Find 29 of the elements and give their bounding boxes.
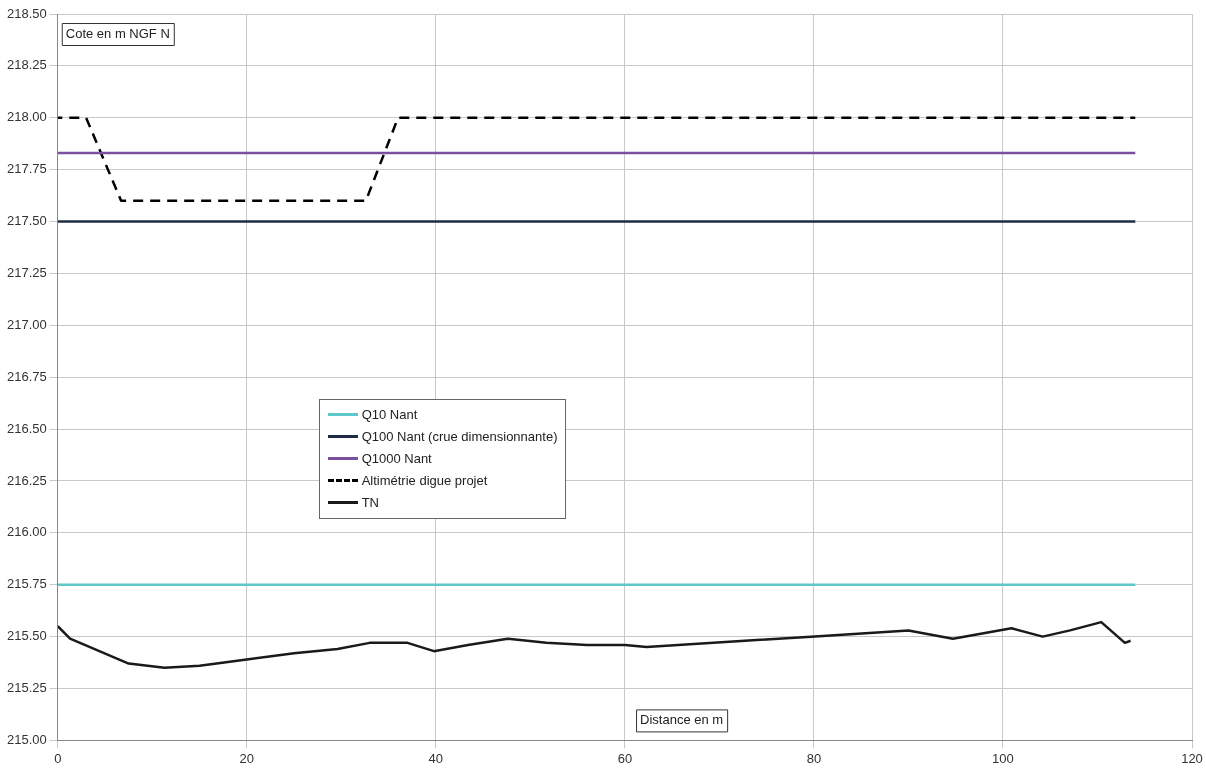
- y-tick-label: 216.25: [7, 472, 47, 488]
- legend-label: Q10 Nant: [361, 407, 418, 423]
- y-tick-label: 216.50: [7, 420, 47, 436]
- y-tick-label: 215.25: [7, 680, 47, 696]
- y-tick-label: 218.50: [7, 5, 47, 21]
- x-axis-title: Distance en m: [640, 711, 724, 727]
- legend-label: TN: [361, 495, 379, 511]
- legend-label: Altimétrie digue projet: [361, 473, 488, 489]
- y-axis-title: Cote en m NGF N: [65, 25, 170, 41]
- y-tick-label: 215.75: [7, 576, 47, 592]
- y-tick-label: 218.25: [7, 57, 47, 73]
- y-tick-label: 217.75: [7, 161, 47, 177]
- x-tick-label: 40: [428, 750, 444, 766]
- y-tick-label: 217.00: [7, 316, 47, 332]
- x-tick-label: 100: [992, 750, 1014, 766]
- legend-label: Q100 Nant (crue dimensionnante): [361, 429, 558, 445]
- y-tick-label: 215.50: [7, 628, 47, 644]
- y-tick-label: 218.00: [7, 109, 47, 125]
- x-tick-label: 20: [239, 750, 255, 766]
- y-tick-label: 216.00: [7, 524, 47, 540]
- y-tick-label: 217.50: [7, 213, 47, 229]
- y-tick-label: 216.75: [7, 368, 47, 384]
- x-tick-label: 120: [1181, 750, 1203, 766]
- x-tick-label: 0: [54, 750, 62, 766]
- x-tick-label: 60: [617, 750, 633, 766]
- legend-label: Q1000 Nant: [361, 451, 432, 467]
- y-tick-label: 215.00: [7, 731, 47, 747]
- x-tick-label: 80: [806, 750, 822, 766]
- y-tick-label: 217.25: [7, 265, 47, 281]
